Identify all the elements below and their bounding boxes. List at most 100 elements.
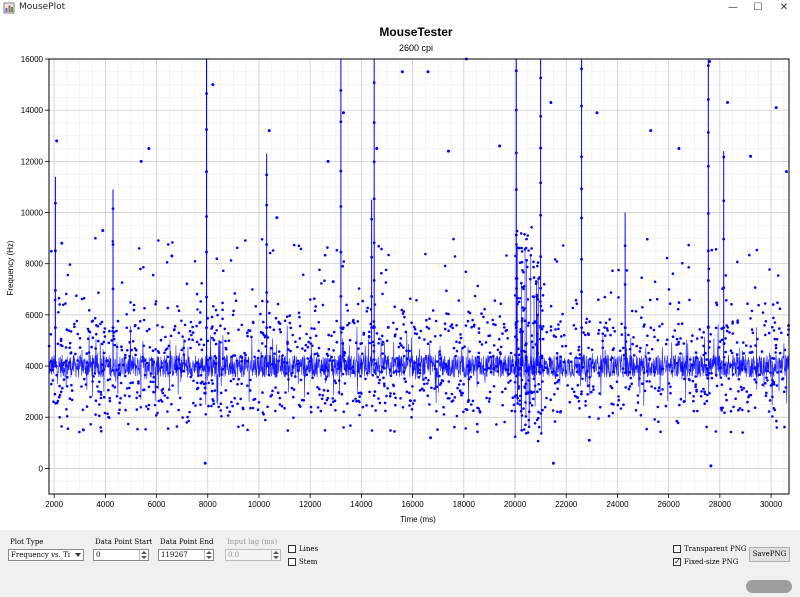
data-point (415, 298, 418, 302)
data-point (204, 382, 207, 385)
data-point (213, 389, 217, 392)
data-point (309, 336, 312, 340)
data-point (617, 395, 620, 398)
save-png-button[interactable]: SavePNG (749, 547, 790, 562)
data-point (495, 423, 498, 426)
data-point (413, 332, 417, 335)
fixed-size-png-checkbox[interactable]: ✓ (673, 558, 681, 566)
data-point (307, 340, 311, 344)
data-point (783, 425, 786, 429)
burst-point (517, 353, 521, 357)
data-point (276, 302, 280, 306)
data-point (266, 336, 270, 339)
data-point (427, 327, 431, 330)
data-point (185, 421, 189, 424)
data-point (634, 310, 638, 313)
data-point (337, 367, 340, 370)
stem-checkbox[interactable] (288, 558, 296, 566)
spinner-arrows-icon[interactable] (204, 550, 213, 560)
data-point (605, 327, 609, 330)
data-point (399, 337, 403, 340)
outlier-point (55, 139, 59, 143)
burst-point (513, 294, 517, 297)
data-point (269, 395, 273, 398)
data-point (153, 403, 157, 407)
data-point (87, 329, 91, 333)
data-point (120, 348, 124, 352)
input-lag-input[interactable]: 0.0 (225, 549, 281, 561)
data-point (525, 342, 528, 345)
data-point (356, 369, 360, 373)
data-point (160, 400, 164, 403)
data-point (640, 316, 643, 320)
data-point (680, 369, 684, 372)
spinner-arrows-icon[interactable] (271, 550, 280, 560)
plot-type-select[interactable]: Frequency vs. Ti (8, 549, 84, 561)
data-point (251, 406, 255, 410)
data-point (261, 299, 264, 303)
data-point (191, 331, 195, 334)
data-point (425, 325, 429, 329)
data-point (304, 343, 308, 347)
data-point (634, 409, 638, 412)
spinner-arrows-icon[interactable] (139, 550, 148, 560)
data-point (298, 315, 301, 319)
transparent-png-checkbox[interactable] (673, 545, 681, 553)
data-point (702, 353, 705, 357)
data-point (196, 381, 199, 385)
data-point (84, 383, 88, 386)
data-point (335, 319, 338, 323)
app-icon (3, 2, 15, 14)
data-point (108, 378, 112, 381)
data-point (240, 323, 244, 327)
data-point (54, 402, 57, 405)
data-point (691, 379, 695, 383)
data-point (590, 390, 593, 394)
data-point (439, 357, 442, 361)
data-point (86, 327, 90, 331)
data-point (410, 321, 413, 325)
data-point (298, 337, 302, 340)
data-point (778, 307, 782, 311)
data-point (675, 337, 679, 341)
fixed-size-png-label: Fixed-size PNG (684, 558, 739, 566)
outlier-point (267, 129, 271, 133)
data-point-start-input[interactable]: 0 (93, 549, 149, 561)
data-point (394, 396, 397, 400)
data-point (226, 414, 230, 417)
minimize-button[interactable]: — (728, 2, 738, 13)
y-tick-label: 8000 (25, 260, 43, 269)
data-point (291, 365, 295, 368)
outlier-point (170, 254, 174, 258)
data-point (195, 387, 199, 391)
data-point (431, 309, 435, 312)
data-point (649, 326, 653, 330)
data-point (445, 312, 448, 315)
spike-point (539, 146, 543, 150)
data-point-end-input[interactable]: 119267 (158, 549, 214, 561)
data-point (721, 406, 724, 410)
y-tick-label: 10000 (21, 209, 44, 218)
data-point (149, 380, 152, 384)
data-point (58, 416, 61, 419)
data-point (504, 387, 507, 391)
lines-checkbox[interactable] (288, 545, 296, 553)
data-point (113, 343, 117, 347)
data-point (400, 308, 404, 312)
data-point (691, 334, 694, 337)
data-point (247, 329, 250, 332)
close-button[interactable]: ✕ (779, 2, 789, 13)
lines-label: Lines (299, 545, 319, 553)
data-point (246, 384, 249, 388)
data-point (609, 291, 613, 294)
data-point (541, 380, 544, 383)
data-point (549, 398, 552, 402)
data-point (478, 411, 482, 414)
maximize-button[interactable]: ☐ (753, 2, 763, 13)
data-point (588, 375, 591, 379)
plot-area: MouseTester 2600 cpi 2000 4000 6000 8000 100… (0, 16, 800, 530)
data-point (740, 363, 744, 366)
data-point (318, 393, 322, 397)
data-point (587, 332, 590, 335)
data-point (476, 284, 480, 288)
